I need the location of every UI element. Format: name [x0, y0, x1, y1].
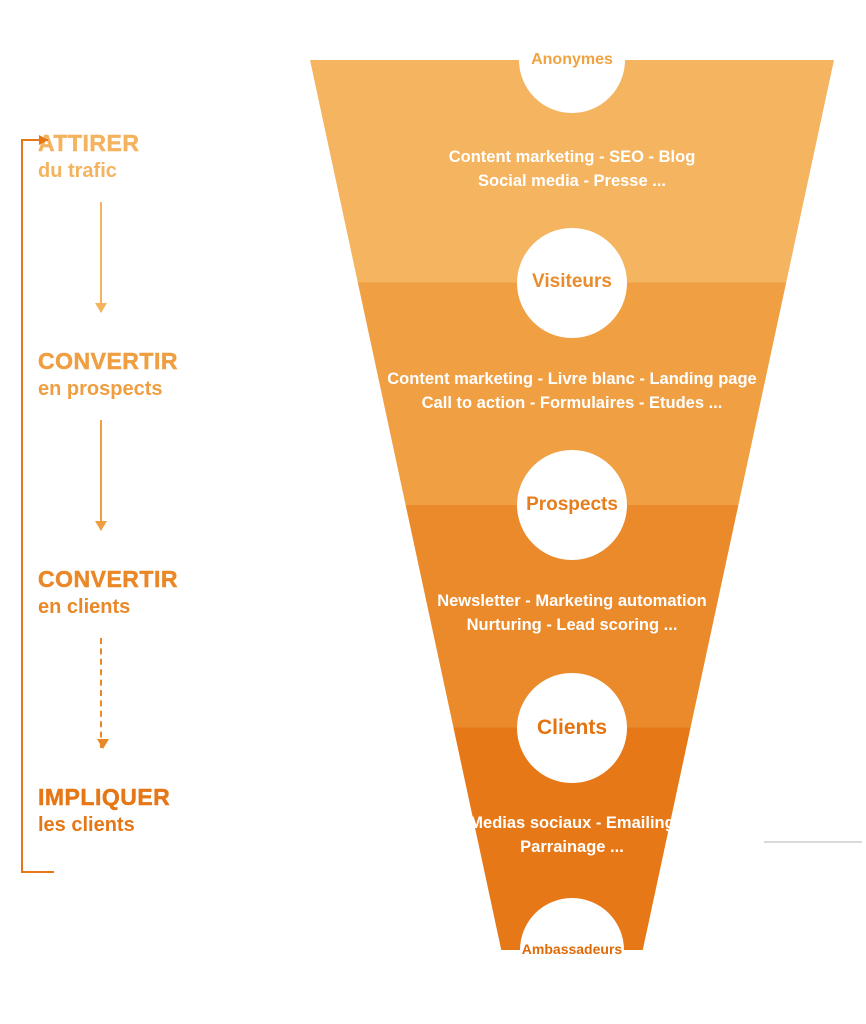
- circle-anonymes: Anonymes: [519, 7, 625, 113]
- step-title: IMPLIQUER: [38, 786, 170, 809]
- circle-label: Visiteurs: [532, 272, 612, 293]
- step-title: ATTIRER: [38, 132, 139, 155]
- step-subtitle: du trafic: [38, 159, 139, 183]
- seg-text-line: Newsletter - Marketing automation: [437, 592, 707, 610]
- step-impliquer: IMPLIQUER les clients: [38, 786, 170, 837]
- step-title: CONVERTIR: [38, 568, 178, 591]
- step-subtitle: les clients: [38, 813, 170, 837]
- step-convertir-prospects: CONVERTIR en prospects: [38, 350, 178, 401]
- seg-text-line: Content marketing - Livre blanc - Landin…: [387, 370, 756, 388]
- arrow-down-dashed-icon: [100, 638, 104, 748]
- funnel-seg-4-text: Medias sociaux - Emailing Parrainage ...: [310, 812, 834, 860]
- seg-text-line: Medias sociaux - Emailing: [469, 814, 674, 832]
- step-subtitle: en prospects: [38, 377, 178, 401]
- funnel-seg-1-text: Content marketing - SEO - Blog Social me…: [310, 146, 834, 194]
- funnel-seg-2-text: Content marketing - Livre blanc - Landin…: [310, 368, 834, 416]
- step-attirer: ATTIRER du trafic: [38, 132, 139, 183]
- circle-label: Anonymes: [531, 51, 613, 69]
- step-convertir-clients: CONVERTIR en clients: [38, 568, 178, 619]
- step-subtitle: en clients: [38, 595, 178, 619]
- seg-text-line: Content marketing - SEO - Blog: [449, 148, 696, 166]
- circle-label: Ambassadeurs: [522, 942, 622, 957]
- circle-clients: Clients: [517, 673, 627, 783]
- circle-label: Clients: [537, 716, 607, 739]
- step-title: CONVERTIR: [38, 350, 178, 373]
- circle-ambassadeurs: Ambassadeurs: [520, 898, 624, 1002]
- seg-text-line: Social media - Presse ...: [478, 172, 666, 190]
- funnel: Content marketing - SEO - Blog Social me…: [310, 60, 834, 950]
- seg-text-line: Parrainage ...: [520, 838, 624, 856]
- seg-text-line: Call to action - Formulaires - Etudes ..…: [422, 394, 723, 412]
- circle-prospects: Prospects: [517, 450, 627, 560]
- arrow-down-icon: [100, 202, 102, 312]
- seg-text-line: Nurturing - Lead scoring ...: [467, 616, 678, 634]
- funnel-seg-3-text: Newsletter - Marketing automation Nurtur…: [310, 590, 834, 638]
- circle-visiteurs: Visiteurs: [517, 228, 627, 338]
- circle-label: Prospects: [526, 495, 618, 516]
- inbound-funnel-diagram: ATTIRER du trafic CONVERTIR en prospects…: [0, 0, 866, 1024]
- arrow-down-icon: [100, 420, 102, 530]
